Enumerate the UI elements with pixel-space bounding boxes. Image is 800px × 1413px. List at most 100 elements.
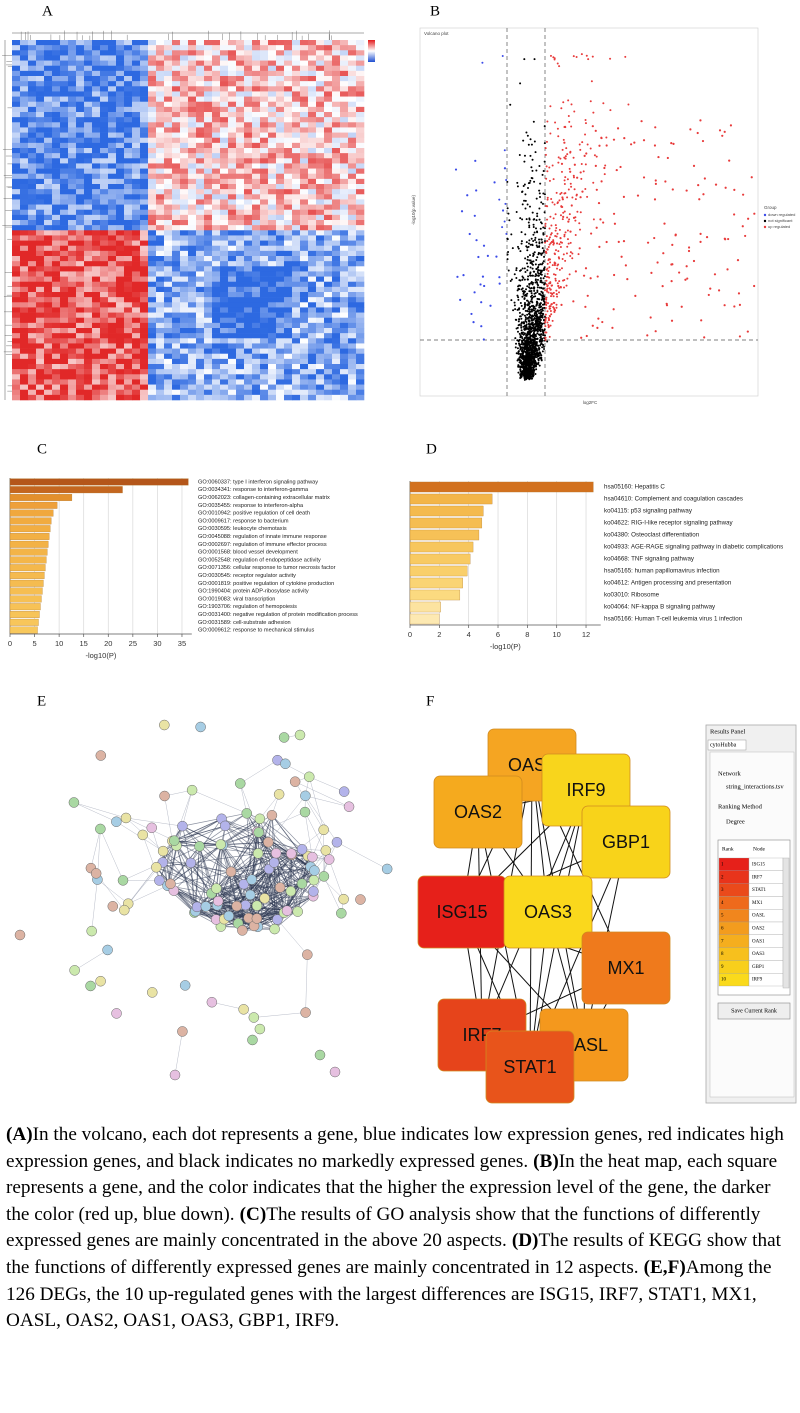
volcano-dot <box>541 292 544 295</box>
heatmap-cell <box>260 50 269 56</box>
heatmap-cell <box>300 240 309 247</box>
heatmap-cell <box>44 240 53 247</box>
heatmap-cell <box>20 204 29 211</box>
volcano-dot <box>522 361 525 364</box>
heatmap-cell <box>100 168 109 175</box>
heatmap-cell <box>276 148 285 154</box>
volcano-dot <box>531 296 534 299</box>
volcano-dot <box>559 214 562 217</box>
heatmap-cell <box>332 250 341 257</box>
volcano-dot <box>530 287 533 290</box>
heatmap-cell <box>292 261 301 267</box>
heatmap-cell <box>52 292 61 298</box>
heatmap-cell <box>228 256 237 262</box>
heatmap-cell <box>116 153 125 159</box>
heatmap-cell <box>324 292 333 298</box>
heatmap-cell <box>252 353 261 360</box>
volcano-dot <box>549 292 552 295</box>
heatmap-cell <box>236 81 245 87</box>
heatmap-cell <box>164 86 173 92</box>
heatmap-cell <box>172 379 181 385</box>
heatmap-cell <box>300 50 309 56</box>
heatmap-cell <box>92 60 101 67</box>
heatmap-cell <box>20 322 29 329</box>
heatmap-cell <box>148 158 157 164</box>
heatmap-cell <box>140 214 149 221</box>
heatmap-cell <box>236 333 245 339</box>
heatmap-cell <box>236 250 245 257</box>
heatmap-cell <box>236 76 245 82</box>
heatmap-cell <box>20 266 29 272</box>
volcano-dot <box>541 330 544 333</box>
heatmap-cell <box>140 168 149 175</box>
volcano-dot <box>521 346 524 349</box>
heatmap-cell <box>300 184 309 190</box>
volcano-dot <box>559 285 562 288</box>
heatmap-cell <box>148 235 157 241</box>
volcano-dot <box>536 212 539 215</box>
heatmap-cell <box>316 245 325 252</box>
heatmap-cell <box>308 297 317 303</box>
volcano-dot <box>531 267 534 270</box>
heatmap-cell <box>92 173 101 180</box>
heatmap-cell <box>300 317 309 324</box>
heatmap-cell <box>60 250 69 257</box>
heatmap-cell <box>276 297 285 303</box>
heatmap-cell <box>252 189 261 195</box>
heatmap-cell <box>244 312 253 319</box>
heatmap-cell <box>268 286 277 293</box>
volcano-dot <box>532 223 535 226</box>
volcano-dot <box>525 288 528 291</box>
heatmap-cell <box>292 348 301 355</box>
volcano-dot <box>558 228 561 231</box>
heatmap-cell <box>132 55 141 61</box>
heatmap-cell <box>260 369 269 375</box>
volcano-dot <box>571 252 574 255</box>
heatmap-cell <box>36 394 45 401</box>
volcano-dot <box>700 319 703 322</box>
volcano-dot <box>542 343 545 346</box>
heatmap-cell <box>228 91 237 97</box>
heatmap-cell <box>236 343 245 349</box>
heatmap-cell <box>292 91 301 97</box>
heatmap-cell <box>220 261 229 267</box>
heatmap-cell <box>140 333 149 339</box>
volcano-dot <box>558 65 561 68</box>
heatmap-cell <box>92 307 101 313</box>
heatmap-cell <box>116 333 125 339</box>
heatmap-cell <box>244 163 253 169</box>
heatmap-cell <box>300 276 309 283</box>
volcano-dot <box>519 82 522 85</box>
heatmap-cell <box>12 235 21 241</box>
heatmap-cell <box>228 353 237 360</box>
heatmap-cell <box>100 214 109 221</box>
heatmap-cell <box>228 292 237 298</box>
heatmap-cell <box>140 96 149 103</box>
heatmap-cell <box>76 189 85 195</box>
volcano-dot <box>597 317 600 320</box>
heatmap-cell <box>196 369 205 375</box>
volcano-dot <box>513 301 516 304</box>
heatmap-cell <box>20 91 29 97</box>
heatmap-cell <box>124 338 133 344</box>
heatmap-cell <box>20 317 29 324</box>
volcano-dot <box>519 370 522 373</box>
heatmap-cell <box>292 112 301 118</box>
volcano-dot <box>534 275 537 278</box>
heatmap-cell <box>156 271 165 277</box>
heatmap-cell <box>236 338 245 344</box>
heatmap-cell <box>100 261 109 267</box>
volcano-dot <box>535 313 538 316</box>
heatmap-cell <box>244 379 253 385</box>
heatmap-cell <box>356 389 365 396</box>
heatmap-cell <box>28 199 37 205</box>
volcano-dot <box>538 192 541 195</box>
volcano-dot <box>552 301 555 304</box>
heatmap-cell <box>140 256 149 262</box>
heatmap-cell <box>164 55 173 61</box>
heatmap-cell <box>28 204 37 211</box>
heatmap-cell <box>52 96 61 103</box>
heatmap-cell <box>76 245 85 252</box>
volcano-dot <box>524 193 527 196</box>
heatmap-cell <box>132 281 141 288</box>
